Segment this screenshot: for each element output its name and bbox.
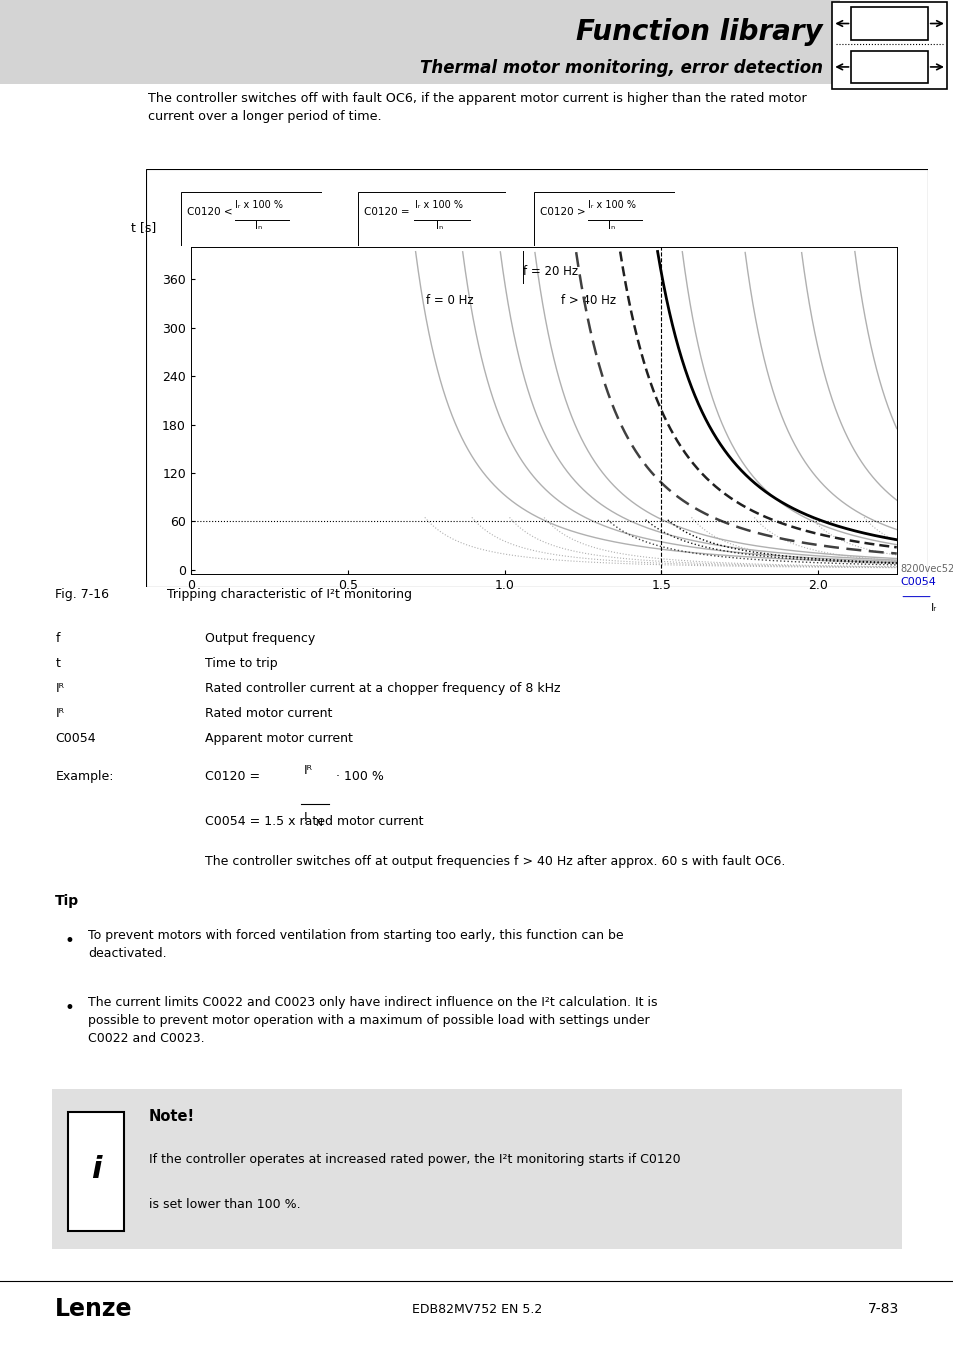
Text: Iᴿ: Iᴿ	[303, 764, 312, 778]
Text: EDB82MV752 EN 5.2: EDB82MV752 EN 5.2	[412, 1303, 541, 1316]
Text: C0054: C0054	[55, 732, 96, 745]
Text: C0120 <: C0120 <	[187, 207, 233, 217]
Text: i: i	[91, 1154, 101, 1184]
Text: · 100 %: · 100 %	[335, 769, 383, 783]
Text: •: •	[65, 933, 74, 950]
Text: C0054 = 1.5 x rated motor current: C0054 = 1.5 x rated motor current	[205, 815, 423, 829]
Text: Thermal motor monitoring, error detection: Thermal motor monitoring, error detectio…	[419, 58, 821, 77]
Text: Fig. 7-16: Fig. 7-16	[55, 589, 110, 601]
Text: Apparent motor current: Apparent motor current	[205, 732, 353, 745]
Text: Lenze: Lenze	[55, 1297, 132, 1322]
Text: Iᵣ: Iᵣ	[930, 603, 936, 613]
Text: Tripping characteristic of I²t monitoring: Tripping characteristic of I²t monitorin…	[167, 589, 412, 601]
Text: Iₙ: Iₙ	[436, 221, 442, 231]
Text: Iᵣ x 100 %: Iᵣ x 100 %	[415, 200, 462, 209]
Text: f = 0 Hz: f = 0 Hz	[426, 293, 474, 306]
Text: t: t	[55, 657, 60, 670]
Text: Function library: Function library	[576, 19, 821, 46]
Text: To prevent motors with forced ventilation from starting too early, this function: To prevent motors with forced ventilatio…	[88, 929, 622, 960]
Text: Time to trip: Time to trip	[205, 657, 277, 670]
Text: C0054: C0054	[900, 576, 935, 587]
Text: Rated controller current at a chopper frequency of 8 kHz: Rated controller current at a chopper fr…	[205, 682, 560, 695]
Text: Iᵣ x 100 %: Iᵣ x 100 %	[234, 200, 283, 209]
Text: f = 20 Hz: f = 20 Hz	[523, 266, 578, 278]
Text: Output frequency: Output frequency	[205, 632, 315, 645]
Text: Rated motor current: Rated motor current	[205, 707, 333, 720]
Text: The controller switches off with fault OC6, if the apparent motor current is hig: The controller switches off with fault O…	[148, 92, 806, 123]
Text: Example:: Example:	[55, 769, 113, 783]
Text: f > 40 Hz: f > 40 Hz	[560, 293, 616, 306]
Text: f: f	[55, 632, 60, 645]
Text: Iₙ: Iₙ	[255, 221, 262, 231]
Text: Iᴿ: Iᴿ	[55, 682, 64, 695]
Text: Iᵣ x 100 %: Iᵣ x 100 %	[587, 200, 636, 209]
Text: •: •	[65, 999, 74, 1018]
Bar	[850, 51, 926, 84]
Text: C0120 =: C0120 =	[363, 207, 409, 217]
Text: The current limits C0022 and C0023 only have indirect influence on the I²t calcu: The current limits C0022 and C0023 only …	[88, 996, 657, 1045]
Text: is set lower than 100 %.: is set lower than 100 %.	[149, 1197, 300, 1211]
Text: Tip: Tip	[55, 894, 79, 909]
Text: 7-83: 7-83	[866, 1303, 898, 1316]
Text: I: I	[303, 811, 307, 824]
Text: If the controller operates at increased rated power, the I²t monitoring starts i: If the controller operates at increased …	[149, 1153, 679, 1166]
Text: Note!: Note!	[149, 1108, 194, 1123]
Bar	[850, 7, 926, 39]
Text: C0120 =: C0120 =	[205, 769, 264, 783]
Text: Iᴿ: Iᴿ	[55, 707, 64, 720]
Text: 8200vec523: 8200vec523	[900, 564, 953, 574]
Text: C0120 >: C0120 >	[539, 207, 585, 217]
Text: N: N	[314, 819, 321, 829]
Text: Iₙ: Iₙ	[608, 221, 615, 231]
Text: The controller switches off at output frequencies f > 40 Hz after approx. 60 s w: The controller switches off at output fr…	[205, 855, 784, 868]
Text: t [s]: t [s]	[131, 221, 156, 234]
